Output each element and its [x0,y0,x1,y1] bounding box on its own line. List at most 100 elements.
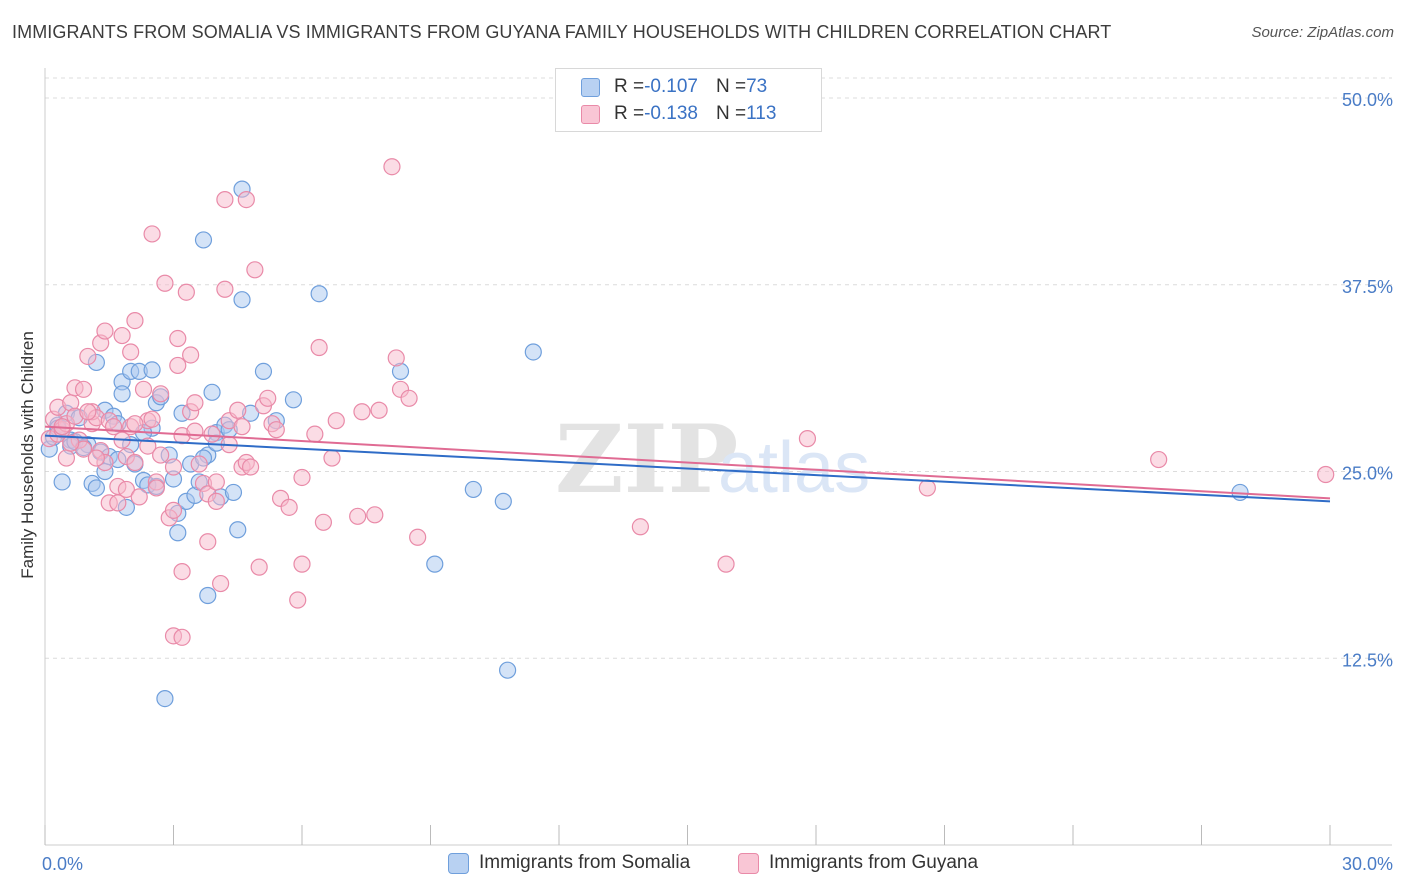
legend-swatch-somalia [448,852,469,874]
legend-n-value: 73 [746,76,768,97]
point-guyana [323,449,341,467]
point-guyana [216,190,234,209]
source-label: Source: ZipAtlas.com [1251,24,1394,41]
point-somalia [194,231,213,249]
series-legend: Immigrants from Somalia Immigrants from … [0,852,1406,878]
watermark: ZIPatlas [555,405,870,515]
point-guyana [74,380,93,398]
point-guyana [190,455,208,473]
legend-n-label: N = [715,76,747,97]
point-guyana [918,479,936,497]
y-tick-label: 12.5% [1342,650,1393,670]
point-guyana [207,473,225,491]
point-guyana [186,422,204,440]
point-guyana [87,449,106,467]
y-tick-label: 37.5% [1342,277,1393,297]
legend-r-label: R = [614,103,645,124]
point-guyana [117,480,135,499]
legend-swatch-guyana [738,852,759,874]
legend-swatch-somalia [581,77,600,97]
point-guyana [169,356,187,375]
legend-label-guyana: Immigrants from Guyana [769,852,979,873]
point-somalia [224,483,243,502]
legend-r-value: -0.138 [644,103,698,124]
point-somalia [464,480,482,499]
point-guyana [62,434,80,452]
point-guyana [126,312,144,330]
point-guyana [173,562,191,581]
point-guyana [134,380,153,398]
legend-r-label: R = [614,76,645,97]
point-guyana [130,488,148,506]
point-somalia [524,343,542,361]
point-somalia [310,285,328,303]
point-guyana [314,513,333,531]
scatter-points [40,158,1335,708]
legend-label-somalia: Immigrants from Somalia [479,852,691,873]
point-guyana [246,261,264,279]
correlation-legend: R = -0.107 N = 73 R = -0.138 N = 113 [555,68,822,132]
legend-row-somalia: R = -0.107 N = 73 [581,74,767,100]
legend-n-label: N = [715,103,747,124]
point-guyana [280,498,298,516]
point-guyana [122,343,140,361]
y-tick-label: 25.0% [1342,464,1393,484]
point-guyana [147,479,165,497]
point-guyana [259,389,277,407]
point-somalia [494,492,512,510]
point-guyana [242,458,260,476]
point-guyana [717,555,735,573]
legend-row-guyana: R = -0.138 N = 113 [581,101,776,127]
point-guyana [212,574,230,593]
point-guyana [96,322,114,340]
point-somalia [254,362,273,381]
point-guyana [79,403,97,421]
point-guyana [216,280,234,298]
point-guyana [164,501,183,519]
point-guyana [207,492,225,510]
point-guyana [349,507,367,525]
point-guyana [182,346,200,364]
point-guyana [409,528,427,546]
point-guyana [353,403,371,421]
point-guyana [1317,465,1335,484]
point-guyana [126,415,144,433]
point-guyana [173,628,191,646]
point-guyana [267,421,285,439]
point-somalia [87,479,106,497]
point-guyana [186,394,204,412]
point-guyana [177,283,195,301]
point-guyana [306,425,324,443]
legend-item-guyana: Immigrants from Guyana [738,852,978,874]
point-somalia [203,383,221,401]
point-guyana [229,401,247,419]
point-somalia [113,385,131,403]
y-tick-label: 50.0% [1342,90,1393,110]
point-guyana [143,225,161,243]
y-axis-label: Family Households with Children [18,331,37,579]
point-guyana [400,389,418,407]
point-guyana [109,494,127,512]
point-guyana [631,518,649,536]
x-tick-label: 30.0% [1342,854,1393,874]
point-somalia [426,555,444,573]
chart-title: IMMIGRANTS FROM SOMALIA VS IMMIGRANTS FR… [12,22,1112,42]
point-somalia [199,586,217,605]
x-tick-label: 0.0% [42,854,83,874]
point-somalia [229,521,247,539]
point-guyana [387,349,405,367]
point-guyana [383,158,401,176]
point-guyana [237,190,255,209]
legend-item-somalia: Immigrants from Somalia [448,852,690,874]
point-guyana [798,430,817,448]
point-guyana [203,425,221,443]
point-somalia [233,291,251,309]
trend-lines [44,425,1331,503]
point-guyana [164,458,183,476]
legend-n-value: 113 [746,103,777,124]
point-guyana [293,468,311,487]
point-guyana [152,446,170,464]
point-somalia [169,524,187,542]
point-guyana [169,329,187,348]
grid-lines [45,77,1392,659]
